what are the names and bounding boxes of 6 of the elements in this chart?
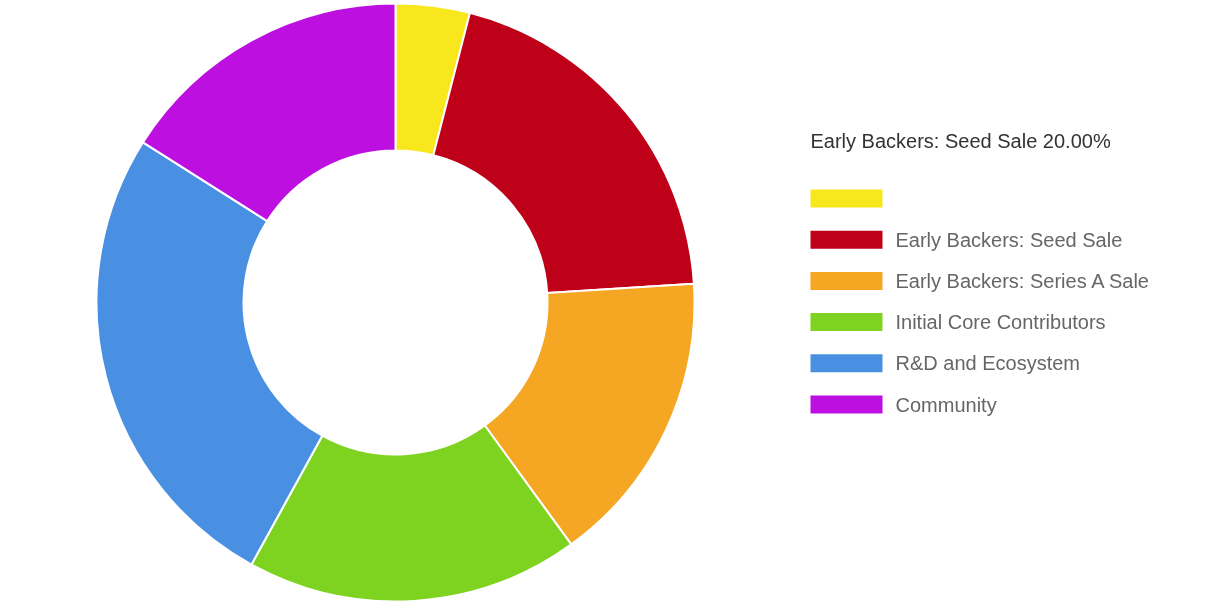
legend-label: Initial Core Contributors [895,311,1106,334]
legend-label: Community [895,393,997,416]
legend-label: Early Backers: Series A Sale [895,269,1149,292]
text: Early Backers: Seed Sale 20.00% [810,129,1111,152]
legend-label: R&D and Ecosystem [895,352,1081,375]
legend-label: Early Backers: Seed Sale [895,228,1123,251]
